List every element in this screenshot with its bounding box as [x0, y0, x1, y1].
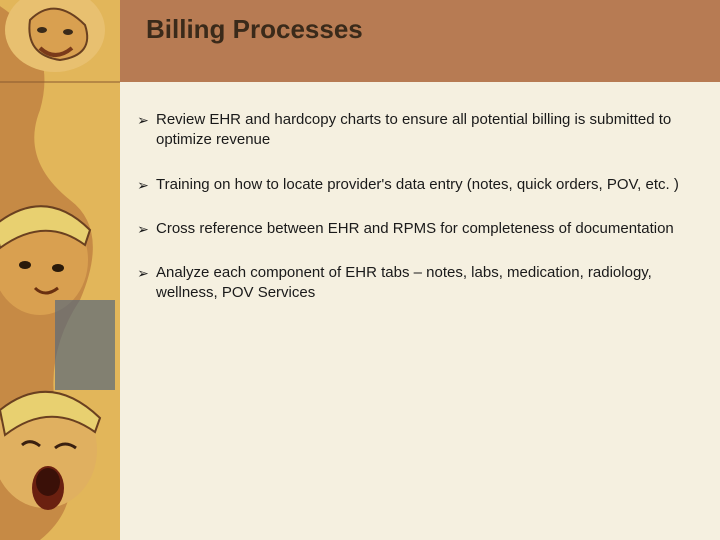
slide-body: ➢ Review EHR and hardcopy charts to ensu… — [120, 82, 720, 540]
bullet-item: ➢ Review EHR and hardcopy charts to ensu… — [130, 110, 690, 151]
chevron-right-icon: ➢ — [130, 175, 156, 195]
chevron-right-icon: ➢ — [130, 219, 156, 239]
bullet-item: ➢ Analyze each component of EHR tabs – n… — [130, 263, 690, 304]
bullet-text: Training on how to locate provider's dat… — [156, 175, 690, 195]
slide-title: Billing Processes — [146, 14, 363, 45]
artwork-svg — [0, 0, 120, 540]
bullet-item: ➢ Cross reference between EHR and RPMS f… — [130, 219, 690, 239]
sidebar-artwork — [0, 0, 120, 540]
chevron-right-icon: ➢ — [130, 263, 156, 283]
chevron-right-icon: ➢ — [130, 110, 156, 130]
bullet-text: Analyze each component of EHR tabs – not… — [156, 263, 690, 304]
bullet-text: Cross reference between EHR and RPMS for… — [156, 219, 690, 239]
bullet-text: Review EHR and hardcopy charts to ensure… — [156, 110, 690, 151]
title-bar: Billing Processes — [120, 0, 720, 82]
bullet-item: ➢ Training on how to locate provider's d… — [130, 175, 690, 195]
